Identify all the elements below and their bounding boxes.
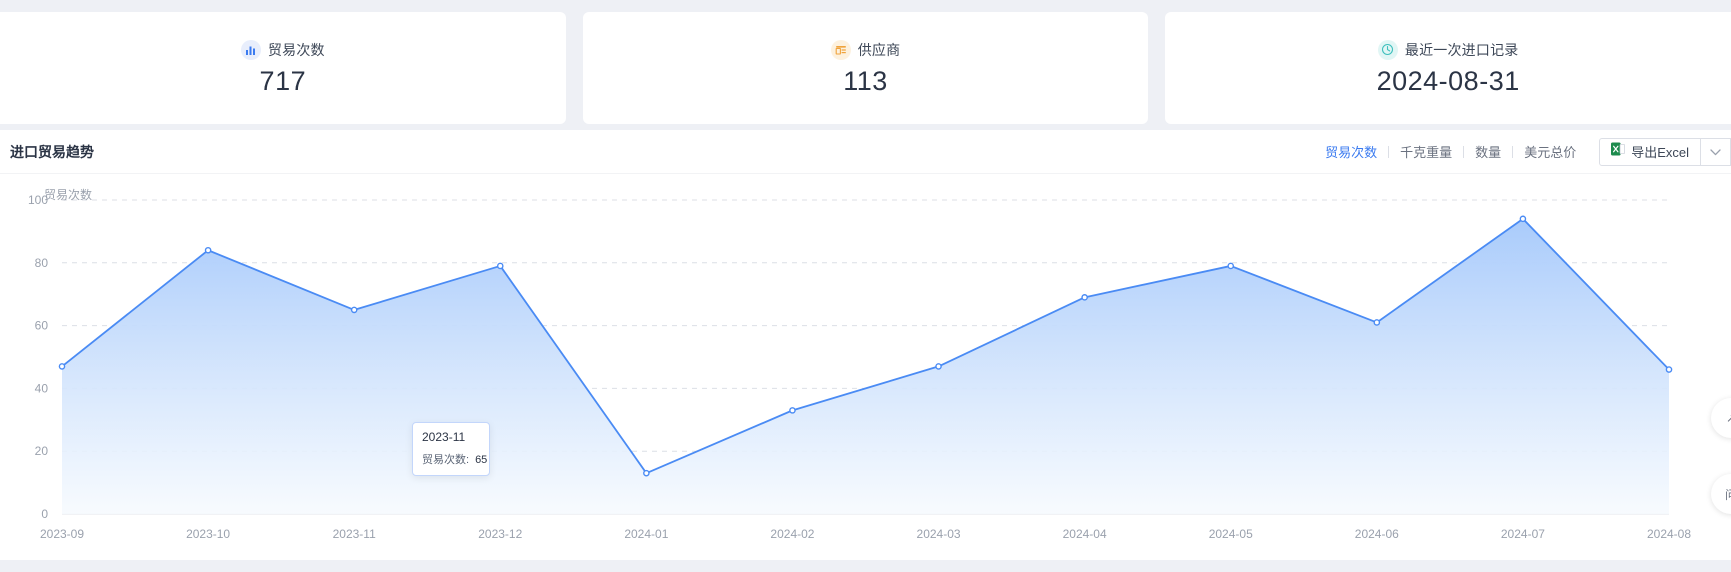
tooltip-metric-label: 贸易次数:: [422, 454, 470, 466]
tab-usd-total[interactable]: 美元总价: [1524, 145, 1577, 160]
svg-text:100: 100: [28, 193, 48, 207]
trend-chart[interactable]: 贸易次数 0 20 40 60 80 100 2023-09 2023-10 2023-11 20…: [0, 174, 1731, 560]
stat-card-header: 贸易次数: [240, 39, 325, 60]
supplier-icon: [830, 39, 851, 60]
stat-card-last-import: 最近一次进口记录 2024-08-31: [1165, 12, 1731, 124]
svg-text:2023-10: 2023-10: [186, 527, 230, 541]
stat-card-value: 2024-08-31: [1376, 65, 1520, 96]
panel-header: 进口贸易趋势 贸易次数 千克重量 数量 美元总价 导出Excel: [0, 130, 1731, 174]
tab-trade-count[interactable]: 贸易次数: [1325, 145, 1378, 160]
stat-card-label: 贸易次数: [267, 41, 325, 58]
tab-divider: [1388, 145, 1390, 158]
export-dropdown-toggle[interactable]: [1701, 137, 1731, 166]
feedback-icon: 问: [1724, 487, 1731, 502]
export-excel-label: 导出Excel: [1631, 145, 1689, 160]
page-title: 进口贸易趋势: [10, 143, 94, 160]
feedback-button[interactable]: 问: [1711, 474, 1731, 514]
tab-kg-weight[interactable]: 千克重量: [1400, 145, 1453, 160]
stat-card-header: 最近一次进口记录: [1377, 39, 1519, 60]
svg-text:2023-11: 2023-11: [333, 527, 376, 541]
chart-tooltip: 2023-11 贸易次数: 65: [412, 422, 490, 476]
tab-divider: [1512, 145, 1514, 158]
export-excel-button[interactable]: 导出Excel: [1599, 137, 1701, 166]
bar-chart-icon: [240, 39, 261, 60]
scroll-top-icon: ↗: [1726, 411, 1731, 425]
svg-text:2024-02: 2024-02: [770, 527, 814, 541]
tooltip-row: 贸易次数: 65: [422, 451, 487, 467]
clock-icon: [1377, 39, 1398, 60]
svg-text:2024-05: 2024-05: [1209, 527, 1253, 541]
tooltip-metric-value: 65: [475, 454, 488, 466]
stat-card-label: 最近一次进口记录: [1404, 41, 1519, 58]
scroll-top-button[interactable]: ↗: [1711, 398, 1731, 438]
stat-card-header: 供应商: [830, 39, 901, 60]
stat-card-value: 113: [843, 65, 888, 96]
svg-text:2024-01: 2024-01: [624, 527, 668, 541]
stat-card-label: 供应商: [857, 41, 901, 58]
y-axis-title: 贸易次数: [44, 188, 93, 202]
summary-cards-row: 贸易次数 717 供应商 113: [0, 0, 1731, 130]
svg-text:2023-09: 2023-09: [40, 527, 84, 541]
svg-text:0: 0: [41, 507, 48, 521]
svg-text:40: 40: [35, 381, 49, 395]
stat-card-trade-count: 贸易次数 717: [0, 12, 566, 124]
svg-text:2024-07: 2024-07: [1501, 527, 1545, 541]
svg-text:2024-04: 2024-04: [1063, 527, 1107, 541]
tooltip-title: 2023-11: [422, 430, 466, 444]
stat-card-value: 717: [259, 65, 307, 96]
import-trend-panel: 进口贸易趋势 贸易次数 千克重量 数量 美元总价 导出Excel: [0, 130, 1731, 560]
svg-text:20: 20: [35, 444, 49, 458]
tab-divider: [1463, 145, 1465, 158]
svg-text:2024-03: 2024-03: [917, 527, 961, 541]
svg-text:2024-08: 2024-08: [1647, 527, 1691, 541]
stat-card-supplier: 供应商 113: [582, 12, 1149, 124]
svg-text:60: 60: [35, 319, 49, 333]
tab-quantity[interactable]: 数量: [1475, 145, 1502, 160]
panel-toolbar: 贸易次数 千克重量 数量 美元总价 导出Excel: [1314, 137, 1731, 166]
excel-icon: [1611, 142, 1626, 161]
area-chart-svg[interactable]: 0 20 40 60 80 100 2023-09 2023-10 2023-11 2023-12…: [0, 174, 1731, 560]
svg-text:80: 80: [35, 256, 49, 270]
chevron-down-icon: [1710, 143, 1721, 161]
svg-text:2023-12: 2023-12: [478, 527, 522, 541]
svg-text:2024-06: 2024-06: [1355, 527, 1399, 541]
